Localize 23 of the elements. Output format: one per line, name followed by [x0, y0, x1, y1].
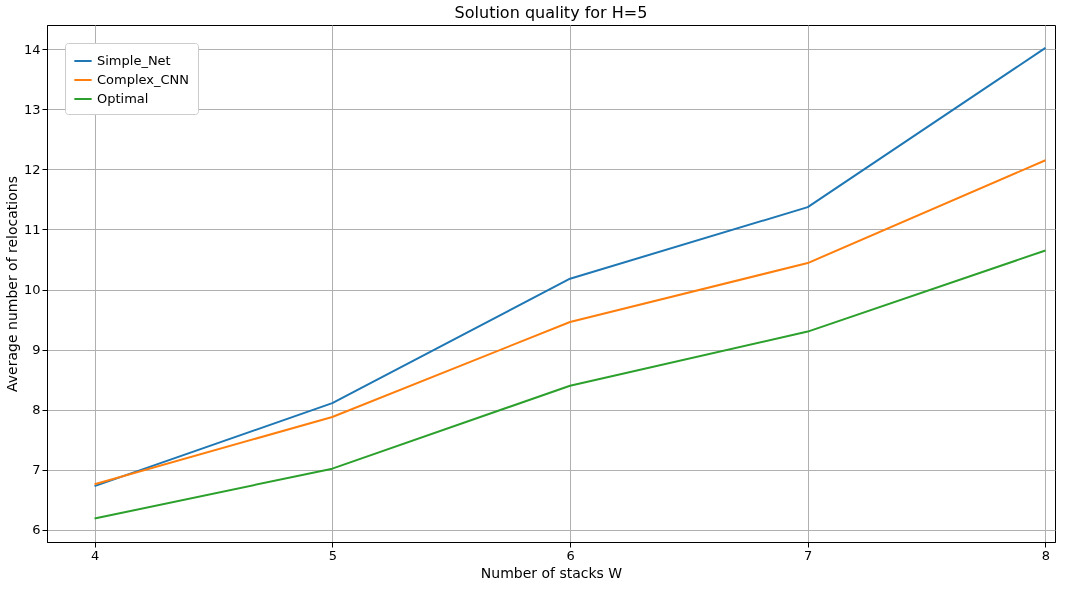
y-tick-label: 12 — [23, 161, 41, 177]
y-tick-label: 9 — [32, 342, 41, 358]
line-series — [93, 249, 1047, 520]
legend-label: Simple_Net — [97, 53, 171, 68]
y-tick-label: 10 — [23, 282, 41, 298]
y-tick-label: 7 — [32, 462, 41, 478]
y-tick-label: 13 — [23, 101, 41, 117]
y-axis-title: Average number of relocations — [3, 176, 20, 392]
y-tick-label: 11 — [23, 221, 41, 237]
y-tick-label: 8 — [32, 402, 41, 418]
line-series — [93, 159, 1047, 486]
y-tick-label: 6 — [32, 522, 41, 538]
x-axis-title: Number of stacks W — [480, 564, 623, 581]
legend-label: Optimal — [97, 91, 149, 106]
legend-label: Complex_CNN — [97, 72, 190, 87]
x-tick-label: 4 — [90, 547, 100, 563]
chart-title: Solution quality for H=5 — [454, 3, 648, 22]
x-tick-label: 6 — [566, 547, 575, 563]
y-tick-label: 14 — [23, 41, 41, 57]
x-tick-label: 7 — [804, 547, 813, 563]
line-series — [93, 46, 1047, 488]
x-tick-label: 8 — [1041, 547, 1051, 563]
x-tick-label: 5 — [328, 547, 337, 563]
